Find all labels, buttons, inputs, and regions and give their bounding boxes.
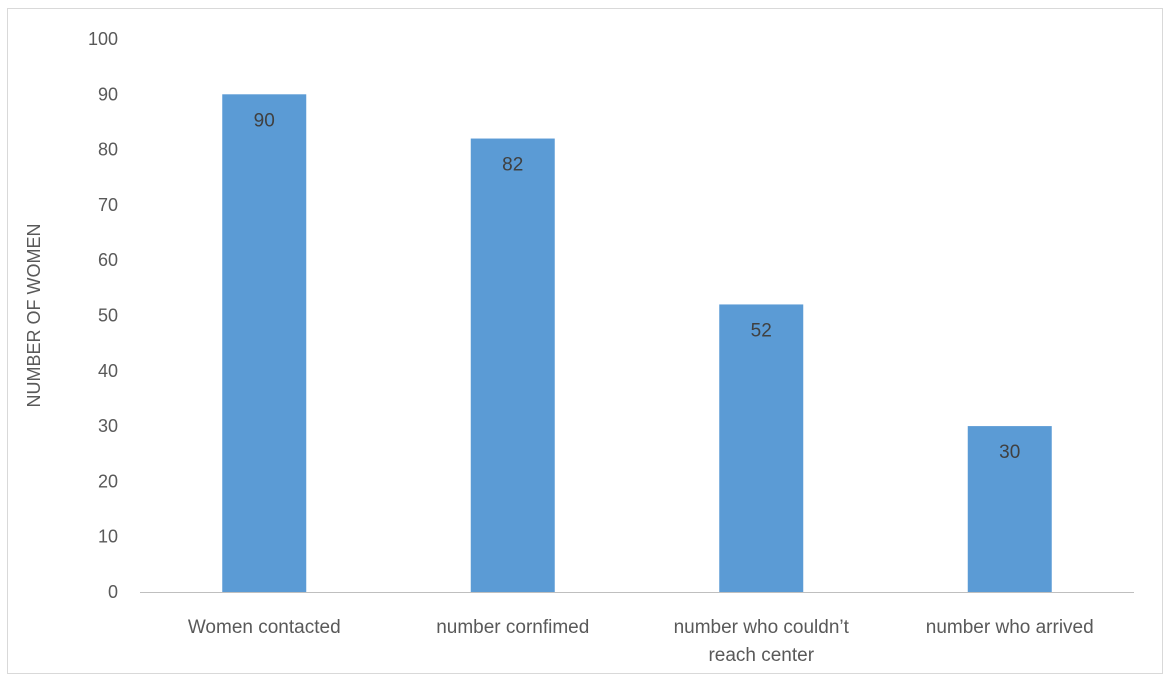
category-labels-group: Women contacted number cornfimed number wh… — [188, 617, 1094, 666]
y-tick-label: 20 — [98, 471, 118, 491]
data-label: 82 — [502, 155, 523, 176]
y-tick-label: 80 — [98, 140, 118, 160]
data-label: 30 — [999, 442, 1020, 463]
category-label-line: Women contacted — [188, 617, 341, 638]
category-label-line: reach center — [708, 645, 814, 666]
category-label-line: number cornfimed — [436, 617, 589, 638]
y-tick-label: 0 — [108, 582, 118, 602]
category-label-line: number who arrived — [926, 617, 1094, 638]
category-label-line: number who couldn’t — [674, 617, 850, 638]
y-tick-label: 50 — [98, 306, 118, 326]
y-tick-label: 10 — [98, 527, 118, 547]
y-tick-label: 70 — [98, 195, 118, 215]
y-tick-label: 90 — [98, 84, 118, 104]
y-tick-label: 60 — [98, 250, 118, 270]
category-label: number who couldn’t reach center — [674, 617, 850, 666]
y-tick-label: 100 — [88, 29, 118, 49]
category-label: Women contacted — [188, 617, 341, 638]
bar — [719, 304, 804, 592]
bar — [967, 426, 1052, 592]
y-axis-ticks: 0 10 20 30 40 50 60 70 80 90 100 — [88, 29, 118, 602]
data-label: 90 — [254, 110, 275, 131]
category-label: number who arrived — [926, 617, 1094, 638]
y-tick-label: 40 — [98, 361, 118, 381]
bars-group — [222, 94, 1052, 593]
data-labels-group: 90 82 52 30 — [254, 110, 1021, 463]
y-axis-title: NUMBER OF WOMEN — [24, 224, 44, 408]
y-tick-label: 30 — [98, 416, 118, 436]
bar — [470, 138, 555, 593]
bar — [222, 94, 307, 593]
data-label: 52 — [751, 320, 772, 341]
category-label: number cornfimed — [436, 617, 589, 638]
